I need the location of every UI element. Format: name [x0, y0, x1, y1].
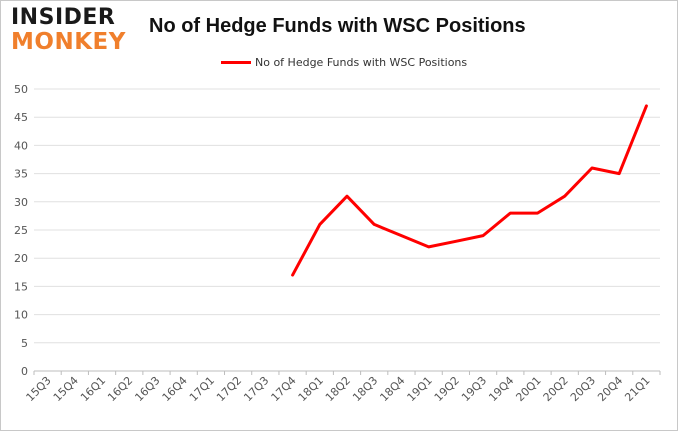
legend-swatch — [221, 60, 251, 64]
x-tick-label: 18Q1 — [296, 374, 326, 404]
x-tick-label: 15Q3 — [24, 374, 54, 404]
y-tick-label: 20 — [14, 252, 28, 265]
x-tick-label: 18Q4 — [377, 374, 407, 404]
logo-text-top: INSIDER — [11, 5, 116, 30]
legend-label: No of Hedge Funds with WSC Positions — [255, 55, 468, 69]
y-tick-label: 35 — [14, 168, 28, 181]
y-tick-label: 0 — [21, 365, 28, 378]
y-tick-label: 45 — [14, 111, 28, 124]
x-tick-label: 19Q2 — [432, 374, 462, 404]
x-tick-label: 20Q4 — [595, 374, 625, 404]
x-tick-label: 16Q1 — [78, 374, 108, 404]
x-tick-label: 18Q2 — [323, 374, 353, 404]
chart-legend: No of Hedge Funds with WSC Positions — [221, 53, 467, 71]
chart-title: No of Hedge Funds with WSC Positions — [149, 15, 526, 37]
x-tick-label: 16Q3 — [132, 374, 162, 404]
y-tick-label: 15 — [14, 280, 28, 293]
series-line — [291, 104, 648, 277]
x-tick-label: 20Q2 — [541, 374, 571, 404]
x-tick-label: 16Q4 — [160, 374, 190, 404]
logo-text-bottom: MONKEY — [11, 29, 126, 55]
y-tick-label: 30 — [14, 196, 28, 209]
x-tick-label: 19Q1 — [405, 374, 435, 404]
x-tick-label: 17Q2 — [214, 374, 244, 404]
x-tick-label: 17Q1 — [187, 374, 217, 404]
x-tick-label: 17Q3 — [241, 374, 271, 404]
x-tick-label: 20Q3 — [568, 374, 598, 404]
y-tick-label: 40 — [14, 139, 28, 152]
x-tick-label: 17Q4 — [269, 374, 299, 404]
x-tick-label: 21Q1 — [622, 374, 652, 404]
x-tick-label: 19Q3 — [459, 374, 489, 404]
x-tick-label: 19Q4 — [486, 374, 516, 404]
x-tick-label: 18Q3 — [350, 374, 380, 404]
y-tick-label: 25 — [14, 224, 28, 237]
x-tick-label: 15Q4 — [51, 374, 81, 404]
y-tick-label: 10 — [14, 309, 28, 322]
x-tick-label: 16Q2 — [105, 374, 135, 404]
y-tick-label: 5 — [21, 337, 28, 350]
x-tick-label: 20Q1 — [513, 374, 543, 404]
y-tick-label: 50 — [14, 83, 28, 96]
insider-monkey-logo: INSIDER MONKEY — [11, 7, 129, 55]
